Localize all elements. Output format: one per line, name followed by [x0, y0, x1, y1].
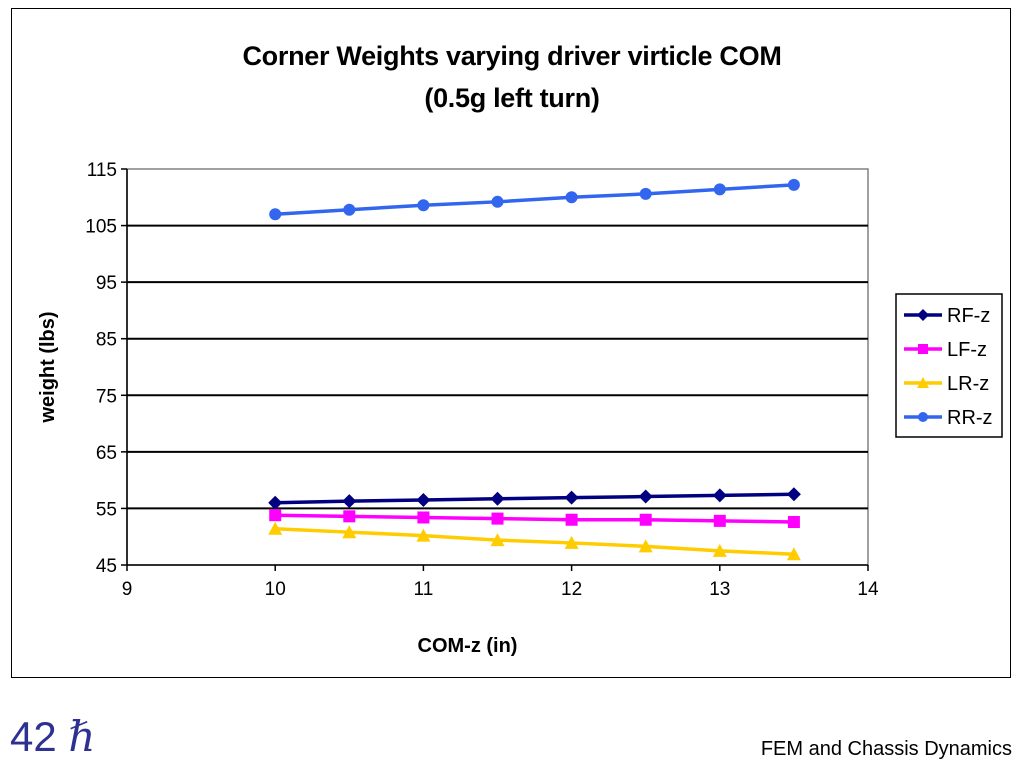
- legend-label: LF-z: [947, 339, 987, 361]
- y-tick-label: 105: [85, 217, 117, 238]
- data-point: [269, 509, 282, 522]
- y-tick-label: 95: [96, 273, 117, 294]
- data-point: [786, 487, 801, 502]
- data-point: [416, 528, 431, 542]
- data-point: [268, 495, 283, 510]
- y-axis-label: weight (lbs): [37, 311, 59, 423]
- legend-label: RR-z: [947, 407, 993, 429]
- data-point: [417, 199, 430, 212]
- slide-number-value: 42: [10, 713, 57, 760]
- data-point: [712, 488, 727, 503]
- x-axis-label: COM-z (in): [418, 635, 518, 657]
- data-point: [491, 512, 504, 525]
- data-point: [343, 510, 356, 523]
- data-point: [638, 489, 653, 504]
- chart-frame: Corner Weights varying driver virticle C…: [11, 8, 1011, 678]
- y-tick-label: 55: [96, 499, 117, 520]
- y-tick-label: 85: [96, 330, 117, 351]
- hbar-symbol: ℏ: [68, 712, 96, 761]
- data-point: [417, 511, 430, 524]
- legend-item-rr-z: RR-z: [904, 407, 993, 429]
- data-point: [918, 412, 928, 422]
- chart-subtitle: (0.5g left turn): [424, 83, 600, 113]
- series-line: [275, 527, 794, 556]
- legend-label: LR-z: [947, 373, 989, 395]
- data-point: [565, 191, 578, 204]
- series-line: [275, 492, 794, 505]
- data-point: [268, 521, 283, 535]
- series-lf-z: [269, 509, 800, 529]
- data-point: [490, 491, 505, 506]
- legend-item-rf-z: RF-z: [904, 305, 990, 327]
- data-point: [786, 547, 801, 561]
- data-point: [713, 183, 726, 196]
- data-point: [713, 514, 726, 527]
- data-point: [917, 309, 929, 321]
- footer-text: FEM and Chassis Dynamics: [760, 738, 1012, 760]
- legend: RF-z LF-z LR-z RR-z: [895, 293, 1003, 438]
- chart-title: Corner Weights varying driver virticle C…: [242, 41, 782, 71]
- y-tick-label: 65: [96, 443, 117, 464]
- series-line: [275, 183, 795, 217]
- line-chart: 45 55 65 75 85 95 105 115 9 10 11 12 13 14 COM-z (in) w…: [37, 160, 1003, 657]
- legend-label: RF-z: [947, 305, 990, 327]
- data-point: [918, 344, 928, 354]
- x-tick-label: 14: [857, 579, 879, 600]
- data-point: [638, 539, 653, 553]
- legend-item-lf-z: LF-z: [904, 339, 987, 361]
- data-point: [490, 533, 505, 547]
- slide-number: 42 ℏ: [10, 712, 95, 761]
- legend-box: [895, 293, 1003, 438]
- data-point: [343, 203, 356, 216]
- y-tick-label: 115: [87, 160, 117, 181]
- legend-item-lr-z: LR-z: [904, 373, 989, 395]
- series-lr-z: [268, 521, 801, 561]
- data-point: [564, 490, 579, 505]
- data-point: [342, 525, 357, 539]
- x-tick-label: 12: [561, 579, 582, 600]
- y-tick-label: 75: [96, 386, 117, 407]
- data-point: [565, 513, 578, 526]
- series-line: [275, 513, 794, 524]
- data-point: [639, 187, 652, 200]
- x-tick-label: 10: [265, 579, 286, 600]
- data-point: [491, 195, 504, 208]
- data-point: [342, 494, 357, 509]
- data-point: [712, 543, 727, 557]
- data-point: [917, 377, 929, 388]
- data-point: [639, 513, 652, 526]
- data-point: [787, 516, 800, 529]
- x-tick-label: 11: [414, 579, 434, 600]
- data-point: [564, 535, 579, 549]
- x-tick-label: 13: [709, 579, 730, 600]
- data-point: [787, 178, 800, 191]
- series-rr-z: [269, 178, 800, 221]
- series-rf-z: [268, 487, 801, 510]
- y-tick-label: 45: [96, 556, 117, 577]
- data-point: [416, 492, 431, 507]
- x-tick-label: 9: [122, 579, 133, 600]
- data-point: [269, 208, 282, 221]
